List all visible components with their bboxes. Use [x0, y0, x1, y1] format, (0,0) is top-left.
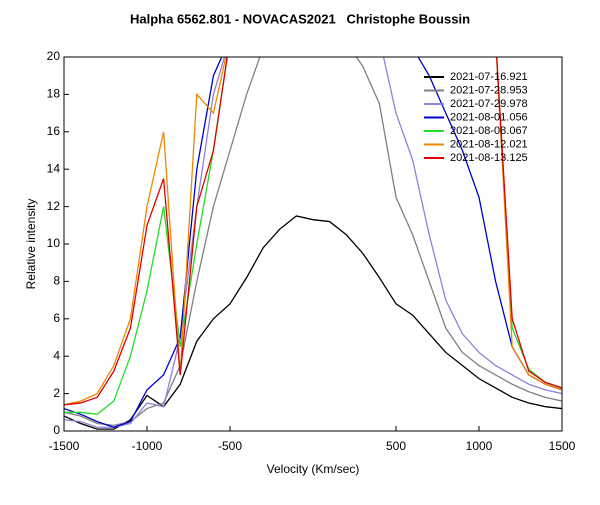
y-tick-label: 6 — [53, 311, 60, 325]
legend-label: 2021-08-01.056 — [450, 111, 528, 123]
legend-label: 2021-07-28.953 — [450, 84, 528, 96]
legend-label: 2021-07-29.978 — [450, 98, 528, 110]
x-tick-label: 1500 — [549, 439, 576, 453]
x-tick-label: 500 — [386, 439, 406, 453]
data-line — [64, 57, 562, 428]
legend-label: 2021-07-16.921 — [450, 71, 528, 83]
y-tick-label: 18 — [47, 87, 61, 101]
y-tick-label: 10 — [47, 236, 61, 250]
y-tick-label: 20 — [47, 49, 61, 63]
y-axis-label: Relative intensity — [24, 199, 38, 290]
y-tick-label: 0 — [53, 423, 60, 437]
x-tick-label: -1000 — [132, 439, 163, 453]
y-tick-label: 14 — [47, 161, 61, 175]
x-tick-label: -500 — [218, 439, 242, 453]
legend-label: 2021-08-13.125 — [450, 152, 528, 164]
y-tick-label: 8 — [53, 274, 60, 288]
data-line — [64, 57, 562, 406]
plot-lines — [64, 57, 562, 430]
data-line — [64, 215, 562, 430]
x-axis-label: Velocity (Km/sec) — [267, 462, 360, 476]
x-tick-label: -1500 — [49, 439, 80, 453]
data-line — [64, 57, 562, 406]
y-tick-label: 4 — [53, 348, 60, 362]
y-tick-label: 12 — [47, 199, 61, 213]
x-tick-label: 1000 — [466, 439, 493, 453]
y-tick-label: 16 — [47, 124, 61, 138]
legend-label: 2021-08-12.021 — [450, 138, 528, 150]
data-line — [64, 57, 562, 427]
y-tick-label: 2 — [53, 386, 60, 400]
data-line — [64, 57, 562, 415]
chart-title: Halpha 6562.801 - NOVACAS2021 Christophe… — [130, 11, 470, 26]
data-line — [64, 57, 562, 428]
legend-label: 2021-08-08.067 — [450, 125, 528, 137]
